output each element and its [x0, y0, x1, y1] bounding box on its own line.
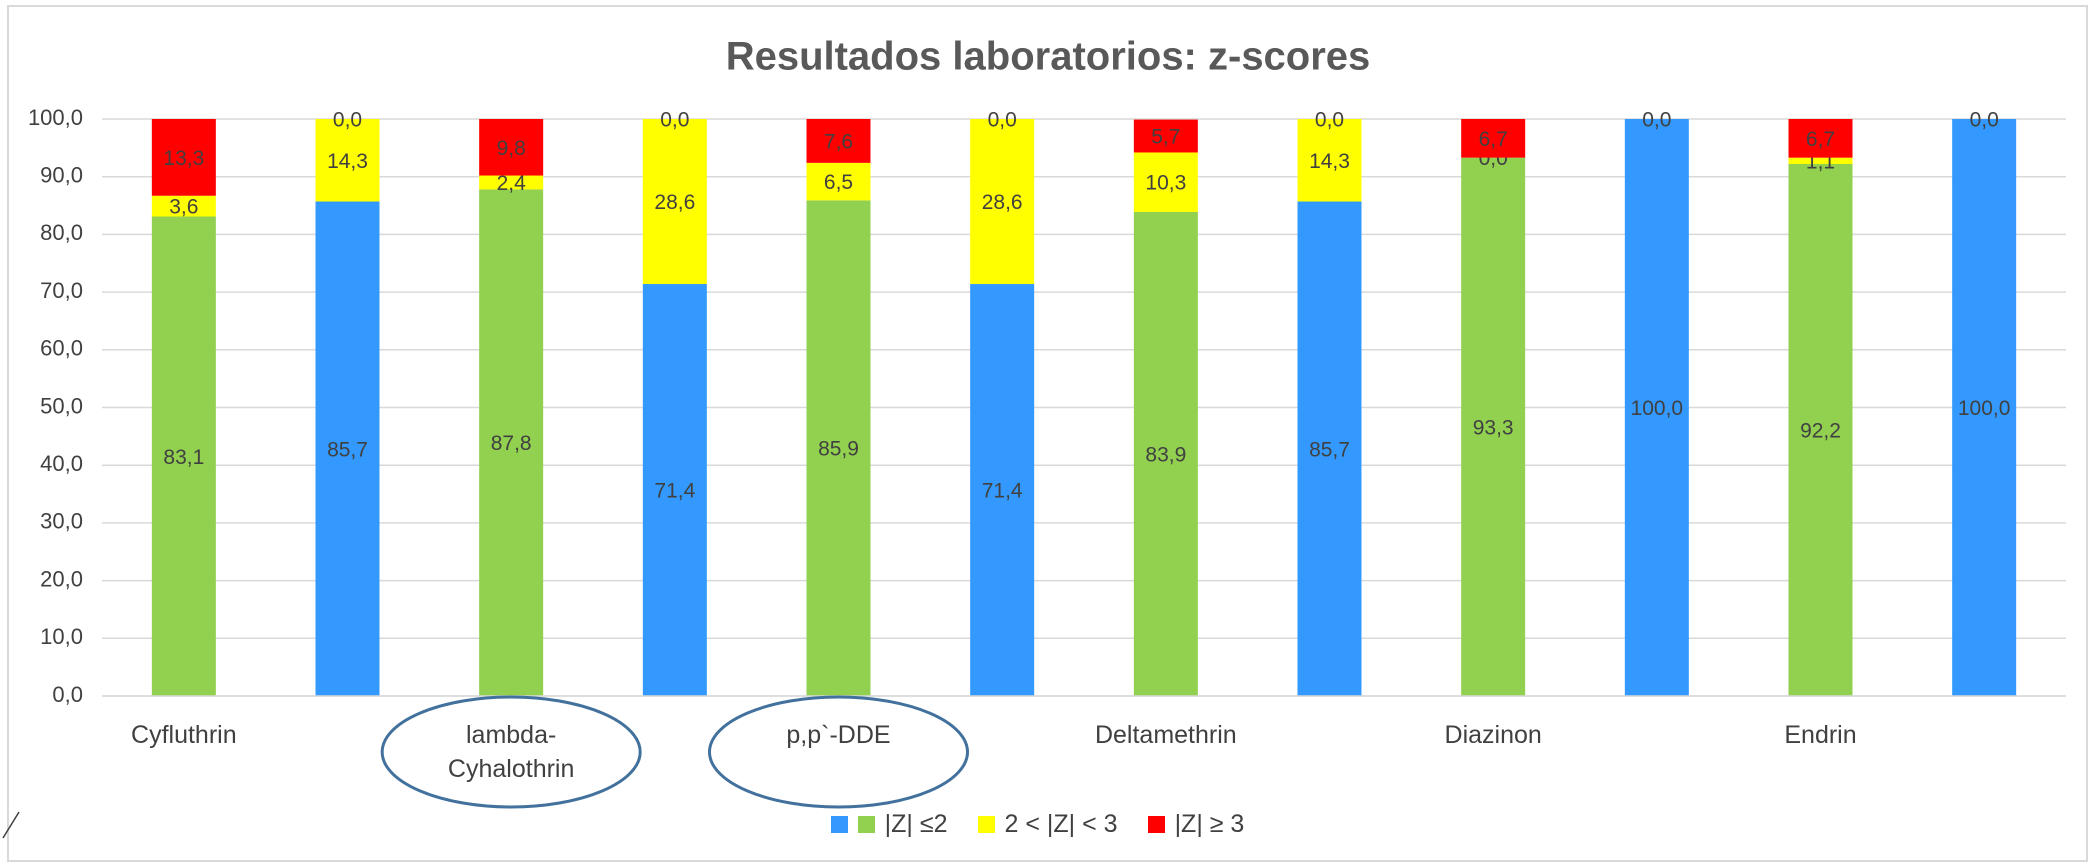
legend-label: |Z| ≤2 — [884, 810, 948, 838]
data-label: 85,9 — [818, 438, 859, 461]
bar-segment — [479, 119, 544, 176]
y-tick-label: 40,0 — [40, 451, 83, 476]
data-label: 2,4 — [497, 172, 527, 195]
legend-swatch — [857, 816, 875, 833]
legend-item: |Z| ≤2 — [2, 810, 948, 839]
legend-swatch — [830, 816, 848, 833]
legend-label: 2 < |Z| < 3 — [1004, 810, 1118, 838]
legend-slash-line — [2, 811, 20, 839]
data-label: 85,7 — [327, 438, 368, 461]
y-tick-label: 10,0 — [40, 624, 83, 649]
bar-segment — [1297, 119, 1362, 202]
bar-segment — [151, 216, 216, 696]
bar-segment — [479, 175, 544, 190]
bar-segment — [1133, 152, 1198, 212]
bar-segment — [806, 162, 871, 201]
data-label: 6,7 — [1806, 128, 1835, 151]
bar-segment — [479, 189, 544, 697]
data-label: 3,6 — [169, 196, 198, 219]
x-tick-label: Cyfluthrin — [131, 721, 237, 749]
legend-item: 2 < |Z| < 3 — [977, 810, 1118, 839]
data-label: 14,3 — [327, 150, 368, 173]
annotation-ellipse — [380, 695, 642, 809]
x-tick-label: Diazinon — [1444, 721, 1542, 749]
bar-segment — [970, 119, 1035, 285]
y-tick-label: 0,0 — [52, 682, 83, 707]
bar-segment — [1461, 119, 1526, 158]
data-label: 0,0 — [333, 109, 362, 132]
data-label: 92,2 — [1800, 420, 1841, 443]
bar-segment — [642, 119, 707, 285]
data-label: 100,0 — [1958, 397, 2011, 420]
data-label: 0,0 — [660, 109, 689, 132]
x-tick-label: lambda-Cyhalothrin — [447, 721, 575, 783]
y-tick-label: 70,0 — [40, 278, 83, 303]
data-label: 28,6 — [982, 191, 1023, 214]
bar-segment — [315, 119, 380, 202]
bar-segment — [1461, 157, 1526, 696]
data-label: 6,5 — [824, 171, 853, 194]
bar-segment — [1133, 119, 1198, 153]
data-label: 83,1 — [163, 446, 204, 469]
x-tick-label: p,p`-DDE — [786, 721, 891, 749]
bar-segment — [1788, 119, 1853, 158]
bar-segment — [151, 119, 216, 196]
data-label: 100,0 — [1631, 397, 1684, 420]
bar-segment — [315, 201, 380, 697]
legend-item: |Z| ≥ 3 — [1147, 810, 1245, 839]
bar-segment — [1297, 201, 1362, 697]
data-label: 6,7 — [1479, 128, 1508, 151]
bar-segment — [806, 119, 871, 163]
data-label: 0,0 — [1970, 109, 1999, 132]
data-label: 0,0 — [1315, 109, 1344, 132]
bar-segment — [1624, 119, 1689, 696]
data-label: 13,3 — [163, 147, 204, 170]
data-label: 7,6 — [824, 130, 853, 153]
data-label: 71,4 — [654, 480, 695, 503]
y-tick-label: 100,0 — [28, 105, 83, 130]
chart-border — [7, 5, 2088, 862]
bar-segment — [642, 284, 707, 696]
data-label: 10,3 — [1145, 172, 1186, 195]
data-label: 93,3 — [1473, 416, 1514, 439]
bar-segment — [1788, 164, 1853, 697]
x-tick-label: Endrin — [1784, 721, 1857, 749]
y-tick-label: 80,0 — [40, 220, 83, 245]
data-label: 71,4 — [982, 480, 1023, 503]
annotation-ellipse — [708, 695, 969, 809]
bar-segment — [1788, 157, 1853, 165]
y-tick-label: 30,0 — [40, 509, 83, 534]
y-tick-label: 60,0 — [40, 336, 83, 361]
bar-segment — [1133, 211, 1198, 696]
data-label: 83,9 — [1145, 443, 1186, 466]
legend-swatch — [1147, 816, 1165, 833]
data-label: 0,0 — [988, 109, 1017, 132]
bar-segment — [1952, 119, 2017, 696]
data-label: 87,8 — [491, 432, 532, 455]
y-tick-label: 50,0 — [40, 393, 83, 418]
legend-slash — [2, 811, 20, 839]
legend-swatch — [977, 816, 995, 833]
legend-label: |Z| ≥ 3 — [1174, 810, 1245, 838]
data-label: 5,7 — [1151, 126, 1180, 149]
y-tick-label: 20,0 — [40, 566, 83, 591]
legend: |Z| ≤2 2 < |Z| < 3 |Z| ≥ 3 — [0, 810, 2095, 839]
data-label: 9,8 — [497, 137, 526, 160]
bar-segment — [151, 195, 216, 217]
data-label: 0,0 — [1642, 109, 1671, 132]
chart-title: Resultados laboratorios: z-scores — [726, 35, 1371, 79]
bar-segment — [806, 200, 871, 696]
y-tick-label: 90,0 — [40, 163, 83, 188]
x-tick-label: Deltamethrin — [1094, 721, 1237, 749]
data-label: 14,3 — [1309, 150, 1350, 173]
data-label: 28,6 — [654, 191, 695, 214]
data-label: 85,7 — [1309, 438, 1350, 461]
bar-segment — [970, 284, 1035, 696]
